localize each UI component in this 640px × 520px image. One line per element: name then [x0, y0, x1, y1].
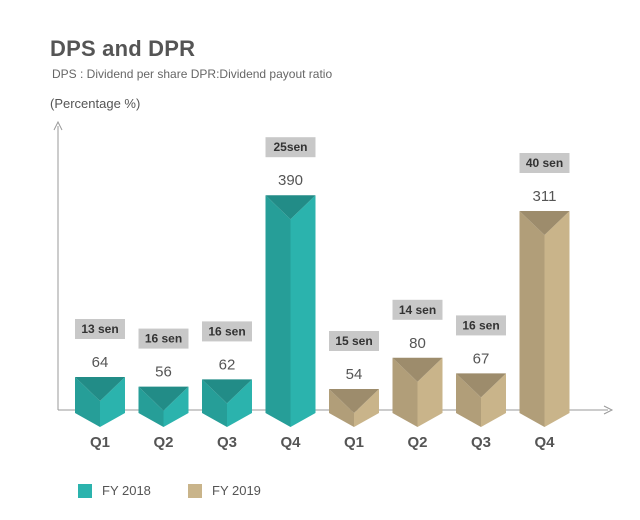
bar-left-face-s0-3 — [265, 195, 291, 427]
x-tick-label-7: Q4 — [534, 434, 555, 451]
bar-cap-s1-3 — [519, 211, 570, 235]
dps-badge-s0-3 — [265, 137, 316, 158]
value-label-s1-3: 311 — [533, 188, 557, 205]
bar-right-face-s0-2 — [227, 379, 252, 427]
bar-right-face-s1-1 — [417, 357, 443, 427]
value-label-s0-2: 62 — [219, 356, 236, 373]
bar-right-face-s0-1 — [163, 386, 189, 427]
legend-swatch-fy2018 — [78, 483, 92, 498]
x-tick-label-1: Q2 — [153, 434, 173, 451]
bar-right-face-s0-0 — [100, 377, 125, 427]
bar-left-face-s1-2 — [456, 373, 481, 427]
bar-cap-s0-1 — [138, 386, 189, 411]
bar-left-face-s0-1 — [138, 386, 164, 427]
chart-title: DPS and DPR — [50, 36, 196, 61]
bar-left-face-s1-0 — [329, 389, 354, 427]
dps-badge-s1-2 — [456, 315, 506, 336]
legend-label-fy2019: FY 2019 — [212, 483, 261, 498]
dps-label-s1-2: 16 sen — [462, 318, 499, 332]
dps-label-s0-3: 25sen — [273, 140, 307, 154]
x-tick-label-5: Q2 — [407, 434, 427, 451]
value-label-s1-0: 54 — [346, 366, 363, 383]
dps-label-s0-0: 13 sen — [81, 322, 118, 336]
value-label-s0-0: 64 — [92, 354, 109, 371]
value-label-s0-1: 56 — [155, 364, 172, 381]
bar-cap-s0-2 — [202, 379, 252, 404]
x-tick-label-3: Q4 — [280, 434, 301, 451]
dps-label-s1-3: 40 sen — [526, 156, 563, 170]
bar-right-face-s1-3 — [544, 211, 570, 427]
value-label-s0-3: 390 — [278, 172, 303, 189]
legend-fy2018: FY 2018 — [78, 483, 151, 498]
bar-cap-s1-0 — [329, 389, 379, 413]
y-axis-arrow — [53, 120, 63, 131]
bar-left-face-s0-2 — [202, 379, 227, 427]
bar-cap-s1-2 — [456, 373, 506, 398]
bar-right-face-s1-0 — [354, 389, 379, 427]
x-tick-label-4: Q1 — [344, 434, 364, 451]
dps-label-s0-2: 16 sen — [208, 324, 245, 338]
bar-cap-s0-3 — [265, 195, 316, 220]
bar-cap-s1-1 — [392, 357, 443, 382]
x-tick-label-6: Q3 — [471, 434, 491, 451]
bar-left-face-s1-3 — [519, 211, 545, 427]
legend-swatch-fy2019 — [188, 483, 202, 498]
dps-badge-s1-1 — [392, 299, 443, 320]
legend-fy2019: FY 2019 — [188, 483, 261, 498]
x-tick-label-0: Q1 — [90, 434, 110, 451]
dps-label-s1-1: 14 sen — [399, 303, 436, 317]
bar-right-face-s0-3 — [290, 195, 316, 427]
dps-badge-s1-3 — [519, 153, 570, 173]
bar-cap-s0-0 — [75, 377, 125, 401]
dps-badge-s0-2 — [202, 321, 252, 342]
y-axis-label: (Percentage %) — [50, 96, 141, 111]
x-tick-label-2: Q3 — [217, 434, 237, 451]
bar-right-face-s1-2 — [481, 373, 506, 427]
x-axis-arrow — [603, 405, 614, 415]
legend-label-fy2018: FY 2018 — [102, 483, 151, 498]
dps-badge-s1-0 — [329, 331, 379, 351]
dps-badge-s0-0 — [75, 319, 125, 339]
dps-badge-s0-1 — [138, 328, 189, 349]
bar-left-face-s1-1 — [392, 357, 418, 427]
bar-left-face-s0-0 — [75, 377, 100, 427]
dps-label-s1-0: 15 sen — [335, 334, 372, 348]
dps-label-s0-1: 16 sen — [145, 332, 182, 346]
value-label-s1-2: 67 — [473, 350, 490, 367]
chart-subtitle: DPS : Dividend per share DPR:Dividend pa… — [52, 67, 333, 81]
value-label-s1-1: 80 — [409, 335, 426, 352]
